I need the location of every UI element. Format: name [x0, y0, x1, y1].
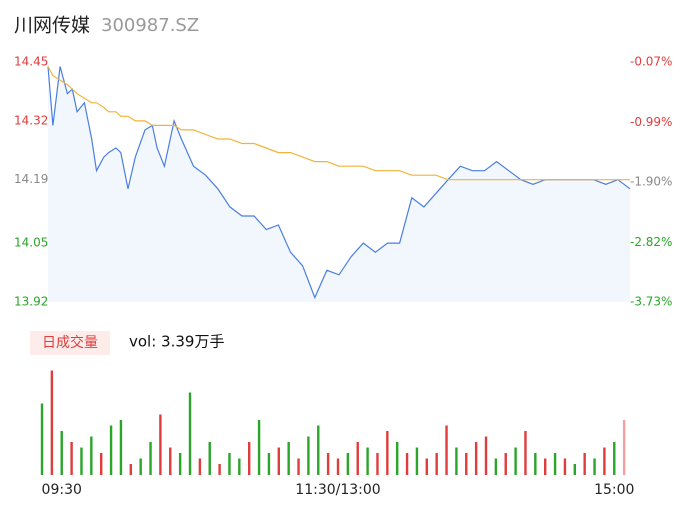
volume-bar [435, 453, 438, 475]
volume-bar [603, 447, 606, 475]
volume-bar [149, 442, 152, 475]
volume-bar [178, 453, 182, 475]
volume-bar [494, 458, 498, 475]
volume-summary: vol: 3.39万手 [129, 333, 224, 351]
price-area [48, 66, 630, 302]
volume-bar [366, 447, 369, 475]
volume-bar [267, 453, 271, 475]
x-tick-label: 15:00 [594, 482, 634, 498]
y2-tick-label: -0.07% [630, 55, 672, 69]
y-tick-label: 14.45 [14, 55, 48, 69]
volume-bar [573, 464, 576, 475]
stock-code: 300987.SZ [101, 15, 199, 36]
volume-bar [405, 453, 409, 475]
y2-tick-label: -1.90% [630, 175, 672, 189]
volume-bar [287, 442, 290, 475]
y-tick-label: 14.32 [14, 113, 48, 127]
volume-bar [238, 458, 241, 475]
y2-tick-label: -0.99% [630, 115, 672, 129]
volume-bar [534, 453, 537, 475]
volume-bar [317, 425, 320, 475]
volume-bar [415, 447, 419, 475]
volume-bar [208, 442, 211, 475]
volume-bar [346, 453, 350, 475]
stock-name: 川网传媒 [14, 15, 90, 37]
volume-bar [544, 458, 547, 475]
x-tick-label: 11:30/13:00 [295, 482, 380, 498]
volume-bar [622, 420, 626, 475]
volume-bar [376, 453, 379, 475]
average-line [47, 66, 630, 181]
volume-bar [326, 453, 330, 475]
volume-bar [484, 436, 488, 475]
volume-tab [30, 331, 110, 355]
volume-bar [514, 447, 517, 475]
volume-bar [396, 442, 399, 475]
volume-bar [455, 447, 458, 475]
volume-bar [445, 425, 448, 475]
volume-tab-label: 日成交量 [42, 334, 98, 351]
volume-bar [100, 453, 103, 475]
y2-tick-label: -2.82% [630, 235, 672, 249]
volume-bar [307, 436, 310, 475]
volume-bar [50, 370, 54, 475]
volume-bar [248, 442, 251, 475]
volume-bar [119, 420, 123, 475]
y2-tick-label: -3.73% [630, 295, 672, 309]
volume-bar [524, 431, 527, 475]
volume-bar [474, 442, 478, 475]
volume-bar [129, 464, 132, 475]
volume-bar [139, 458, 142, 475]
volume-bar [553, 453, 557, 475]
volume-bar [465, 453, 468, 475]
volume-bar [504, 453, 507, 475]
y-tick-label: 14.05 [14, 236, 48, 250]
volume-bar [277, 447, 280, 475]
volume-bar [257, 420, 261, 475]
volume-bar [169, 447, 172, 475]
volume-bar [159, 414, 162, 475]
volume-bar [425, 458, 428, 475]
volume-bar [593, 458, 596, 475]
y-tick-label: 14.19 [14, 172, 48, 186]
volume-bar [218, 464, 221, 475]
volume-bar [583, 453, 586, 475]
volume-bar [356, 442, 359, 475]
volume-bar [60, 431, 63, 475]
x-tick-label: 09:30 [42, 482, 82, 498]
volume-bar [386, 431, 389, 475]
volume-bar [90, 436, 93, 475]
volume-bar [40, 403, 44, 475]
volume-bar [228, 453, 231, 475]
volume-bar [109, 425, 113, 475]
volume-bar [188, 392, 192, 475]
volume-bar [563, 458, 567, 475]
volume-bar [70, 442, 73, 475]
volume-bar [198, 458, 202, 475]
price-line [47, 66, 631, 300]
y-tick-label: 13.92 [14, 295, 48, 309]
volume-bar [297, 458, 300, 475]
volume-bar [613, 442, 616, 475]
volume-bar [80, 447, 83, 475]
volume-bar [336, 458, 340, 475]
